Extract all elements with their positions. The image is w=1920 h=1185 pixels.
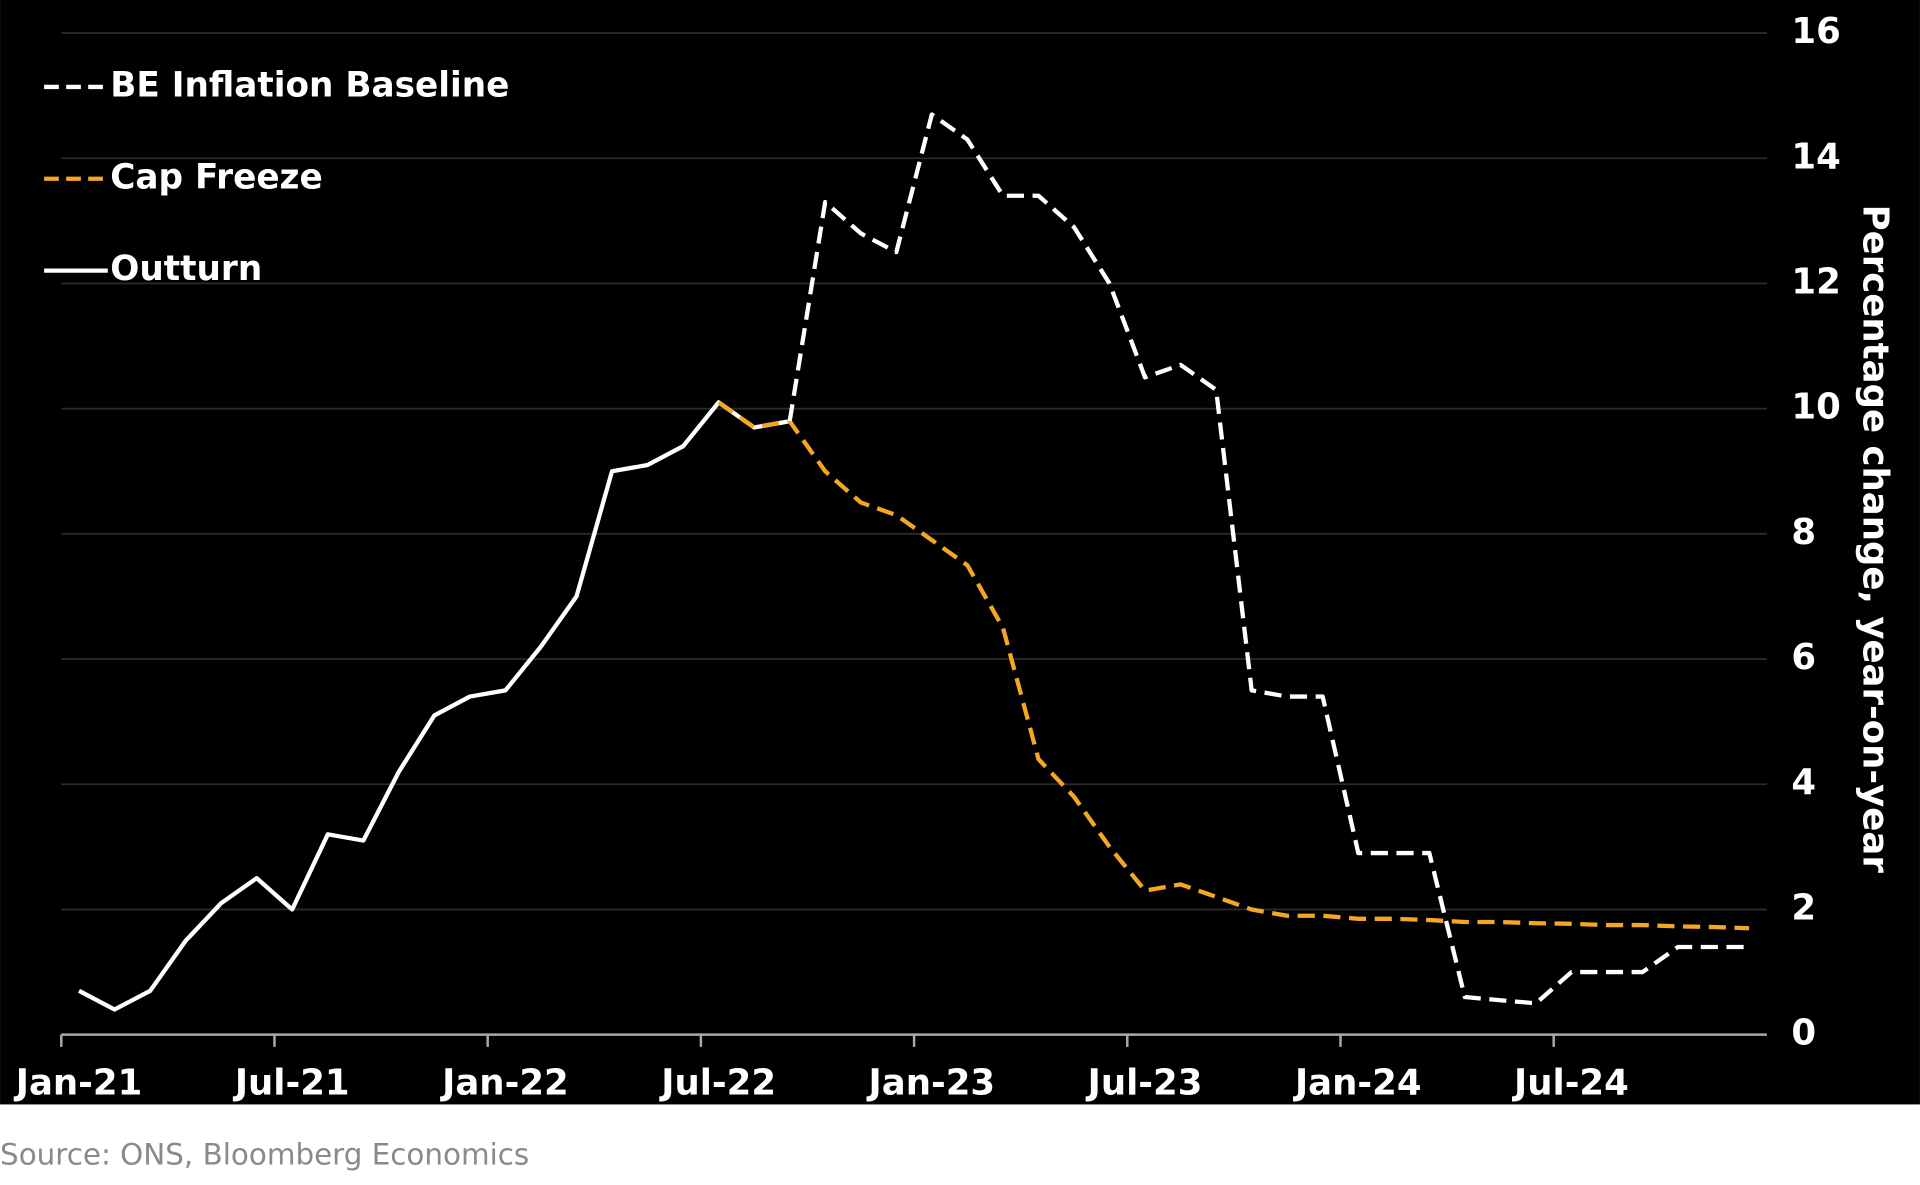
y-tick-label: 8 xyxy=(1791,512,1816,553)
source-note: Source: ONS, Bloomberg Economics xyxy=(0,1137,529,1171)
plot-background xyxy=(0,0,1920,1105)
y-tick-label: 6 xyxy=(1791,637,1816,678)
x-tick-label: Jul-23 xyxy=(1086,1063,1203,1104)
y-tick-label: 12 xyxy=(1791,261,1840,302)
x-tick-label: Jan-24 xyxy=(1293,1063,1422,1104)
y-tick-label: 4 xyxy=(1791,762,1816,803)
y-tick-label: 14 xyxy=(1791,136,1840,177)
x-tick-label: Jan-23 xyxy=(867,1063,996,1104)
y-tick-label: 10 xyxy=(1791,387,1840,428)
x-tick-label: Jan-22 xyxy=(440,1063,569,1104)
y-tick-label: 0 xyxy=(1791,1013,1816,1054)
y-tick-label: 2 xyxy=(1791,887,1816,928)
series-line xyxy=(787,112,1750,1006)
legend-label: Cap Freeze xyxy=(110,157,323,197)
series-line xyxy=(78,400,791,1012)
y-axis-label: Percentage change, year-on-year xyxy=(1854,205,1895,874)
series-line xyxy=(717,400,1750,931)
x-tick-label: Jul-24 xyxy=(1512,1063,1629,1104)
x-tick-label: Jul-21 xyxy=(233,1063,350,1104)
y-tick-label: 16 xyxy=(1791,11,1840,52)
x-tick-label: Jan-21 xyxy=(14,1063,143,1104)
legend-label: BE Inflation Baseline xyxy=(110,65,509,105)
legend-label: Outturn xyxy=(110,249,262,289)
x-tick-label: Jul-22 xyxy=(659,1063,776,1104)
